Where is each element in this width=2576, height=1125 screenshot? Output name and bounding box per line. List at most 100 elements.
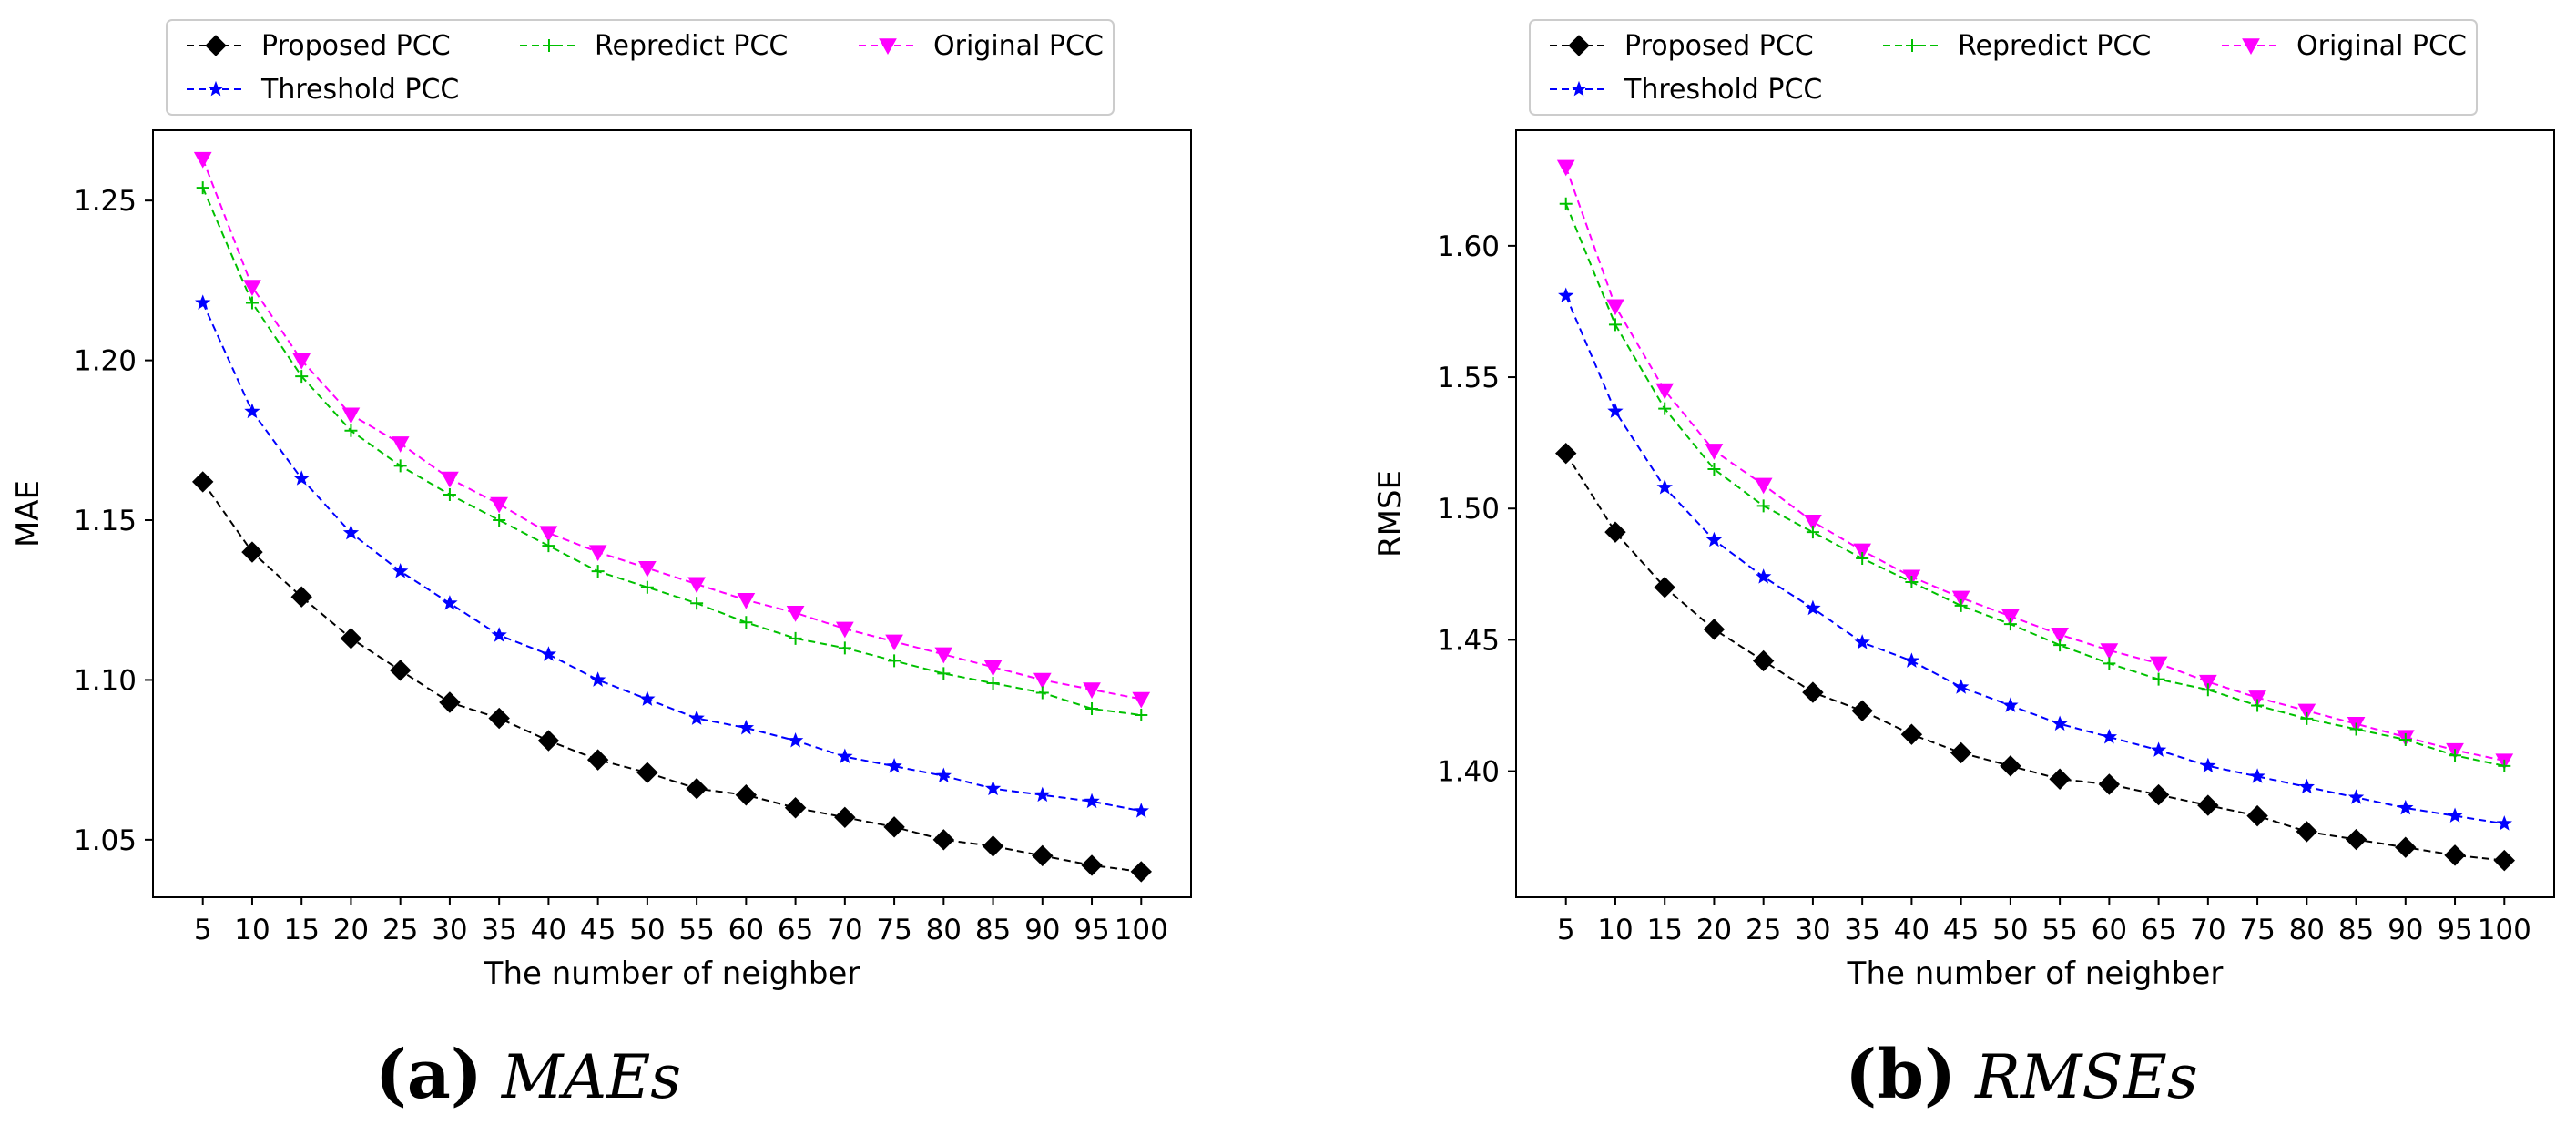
rmse-x-tick-label: 55 — [2041, 914, 2077, 946]
rmse-data-point — [1856, 552, 1869, 566]
mae-data-point — [244, 403, 260, 419]
mae-series-original-pcc — [193, 151, 1151, 709]
mae-data-point — [290, 586, 312, 608]
mae-data-point — [1084, 793, 1100, 809]
mae-data-point — [640, 580, 654, 594]
mae-data-point — [393, 459, 407, 473]
rmse-data-point — [1705, 531, 1723, 547]
mae-data-point — [344, 424, 358, 437]
rmse-data-point — [2447, 807, 2463, 823]
mae-y-tick-label: 1.15 — [74, 505, 137, 537]
mae-data-point — [1085, 702, 1099, 716]
mae-data-point — [686, 778, 708, 800]
caption-b: (b) RMSEs — [1845, 1036, 2197, 1114]
rmse-data-point — [2103, 657, 2116, 670]
mae-data-point — [588, 545, 607, 562]
rmse-data-point — [2149, 656, 2168, 673]
mae-y-tick-label: 1.10 — [74, 664, 137, 697]
rmse-y-tick-label: 1.55 — [1437, 362, 1500, 394]
mae-series-proposed-pcc — [192, 471, 1152, 883]
rmse-data-point — [2100, 643, 2119, 660]
mae-x-tick-label: 85 — [975, 914, 1011, 946]
rmse-data-point — [1756, 499, 1770, 513]
mae-data-point — [1081, 854, 1103, 876]
mae-series-line — [201, 159, 1142, 701]
mae-legend-item: Proposed PCC — [187, 30, 451, 62]
rmse-series-proposed-pcc — [1555, 442, 2515, 872]
mae-data-point — [784, 797, 807, 819]
mae-data-point — [342, 524, 360, 540]
rmse-data-point — [2444, 844, 2466, 866]
rmse-data-point — [2200, 757, 2216, 773]
mae-data-point — [391, 436, 410, 453]
rmse-data-point — [1950, 741, 1972, 764]
rmse-data-point — [2296, 821, 2318, 843]
mae-legend-marker — [205, 35, 227, 56]
rmse-data-point — [2345, 828, 2367, 851]
mae-data-point — [888, 654, 901, 668]
rmse-data-point — [1604, 521, 1626, 543]
rmse-data-point — [1607, 403, 1624, 418]
mae-x-tick-label: 50 — [629, 914, 665, 946]
rmse-data-point — [2000, 755, 2021, 777]
rmse-legend-label: Repredict PCC — [1958, 30, 2151, 62]
mae-data-point — [193, 151, 212, 169]
mae-data-point — [1130, 861, 1152, 883]
rmse-data-point — [2298, 778, 2316, 794]
mae-data-point — [786, 606, 805, 622]
mae-legend-label: Original PCC — [933, 30, 1104, 62]
mae-data-point — [1034, 786, 1051, 803]
mae-data-point — [241, 541, 263, 563]
mae-x-tick-label: 40 — [531, 914, 566, 946]
rmse-legend-marker — [2242, 38, 2260, 56]
mae-series-line — [201, 187, 1142, 717]
rmse-y-tick-label: 1.60 — [1437, 230, 1500, 263]
mae-data-point — [739, 616, 753, 629]
rmse-data-point — [1804, 514, 1822, 531]
mae-data-point — [986, 676, 1000, 690]
rmse-data-point — [2249, 768, 2265, 783]
rmse-series-repredict-pcc — [1559, 197, 2511, 772]
rmse-data-point — [1705, 444, 1724, 460]
mae-series-threshold-pcc — [195, 294, 1149, 818]
mae-x-tick-label: 25 — [382, 914, 418, 946]
rmse-data-point — [1806, 526, 1819, 539]
rmse-data-point — [2398, 799, 2414, 815]
mae-data-point — [195, 294, 211, 310]
rmse-x-tick-label: 90 — [2388, 914, 2423, 946]
rmse-x-tick-label: 10 — [1597, 914, 1633, 946]
rmse-x-tick-label: 80 — [2289, 914, 2325, 946]
rmse-x-tick-label: 85 — [2338, 914, 2374, 946]
rmse-data-point — [2049, 768, 2071, 790]
rmse-legend-marker — [1568, 35, 1590, 56]
mae-data-point — [341, 407, 361, 424]
rmse-x-tick-label: 50 — [1992, 914, 2028, 946]
rmse-y-tick-label: 1.45 — [1437, 624, 1500, 657]
mae-data-point — [935, 767, 952, 783]
mae-x-tick-label: 45 — [580, 914, 616, 946]
rmse-legend: Proposed PCC Threshold PCC Repredict PCC Or… — [1529, 19, 2478, 116]
caption-a-text: MAEs — [501, 1042, 681, 1112]
mae-data-point — [192, 471, 214, 493]
mae-data-point — [932, 829, 955, 851]
mae-data-point — [293, 470, 310, 486]
mae-data-point — [690, 597, 704, 610]
mae-data-point — [1035, 686, 1049, 700]
rmse-data-point — [2001, 609, 2020, 626]
mae-data-point — [1133, 803, 1149, 818]
rmse-data-point — [2053, 639, 2067, 652]
rmse-data-point — [2496, 815, 2512, 831]
mae-data-point — [636, 762, 658, 783]
rmse-data-point — [1559, 197, 1573, 210]
mae-data-point — [493, 514, 506, 527]
rmse-data-point — [2150, 741, 2167, 757]
rmse-data-point — [1952, 679, 1970, 694]
mae-data-point — [491, 627, 507, 642]
mae-legend-label: Repredict PCC — [595, 30, 788, 62]
mae-legend-box — [166, 19, 1115, 116]
rmse-legend-item: Repredict PCC — [1883, 30, 2151, 62]
mae-data-point — [441, 471, 459, 488]
rmse-x-tick-label: 95 — [2437, 914, 2472, 946]
mae-data-point — [837, 748, 853, 764]
mae-data-point — [789, 631, 802, 645]
